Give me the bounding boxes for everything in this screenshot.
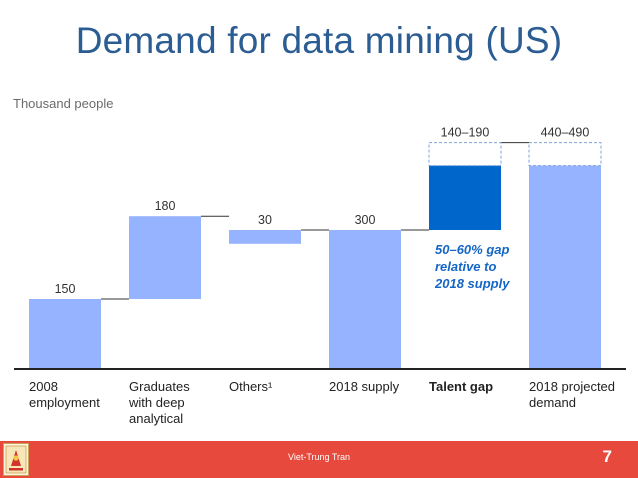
- category-label-4: Talent gap: [429, 379, 493, 394]
- slide-title: Demand for data mining (US): [75, 20, 563, 61]
- value-label-5: 440–490: [541, 126, 590, 140]
- waterfall-chart: 150 180 30 300 140–190 440–490 2008 employment…: [14, 126, 626, 426]
- footer-author: Viet-Trung Tran: [287, 452, 351, 462]
- bar-4: [429, 165, 501, 230]
- category-label-3: 2018 supply: [329, 379, 400, 394]
- bar-range-5: [528, 142, 602, 167]
- bar-3: [329, 230, 401, 368]
- bar-2: [229, 230, 301, 244]
- bar-range-4: [428, 142, 502, 167]
- page-number: 7: [602, 447, 612, 466]
- value-label-4: 140–190: [441, 126, 490, 140]
- category-label-0: 2008 employment: [29, 379, 100, 410]
- value-label-2: 30: [258, 213, 272, 227]
- value-label-3: 300: [355, 213, 376, 227]
- bar-0: [29, 299, 101, 368]
- category-label-1: Graduates with deep analytical: [128, 379, 190, 426]
- gap-annotation: 50–60% gap relative to 2018 supply: [434, 242, 510, 291]
- value-label-1: 180: [155, 199, 176, 213]
- bar-1: [129, 216, 201, 299]
- category-label-5: 2018 projected demand: [529, 379, 615, 410]
- unit-label: Thousand people: [13, 96, 114, 111]
- value-label-0: 150: [55, 282, 76, 296]
- category-label-2: Others¹: [229, 379, 273, 394]
- university-logo: [3, 443, 29, 476]
- bar-5: [529, 165, 601, 368]
- footer-bar: Viet-Trung Tran 7: [0, 441, 638, 478]
